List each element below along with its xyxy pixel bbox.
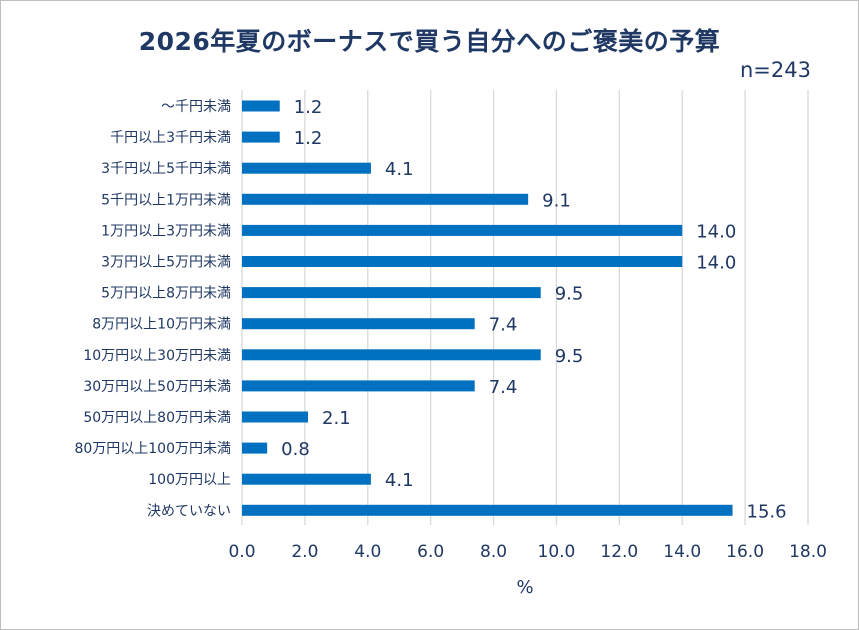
value-label: 9.5: [555, 346, 584, 367]
value-label: 9.5: [555, 284, 584, 305]
x-tick-label: 8.0: [480, 542, 507, 562]
x-tick-label: 14.0: [663, 542, 701, 562]
value-label: 1.2: [294, 97, 323, 118]
x-tick-label: 4.0: [354, 542, 381, 562]
x-tick-label: 0.0: [228, 542, 255, 562]
value-label: 4.1: [385, 470, 414, 491]
category-label: 5千円以上1万円未満: [101, 192, 231, 208]
bar: [242, 256, 683, 267]
x-tick-label: 18.0: [789, 542, 827, 562]
value-label: 15.6: [747, 501, 787, 522]
x-tick-label: 6.0: [417, 542, 444, 562]
category-label: ～千円未満: [161, 99, 231, 115]
bar: [242, 349, 541, 361]
x-tick-label: 2.0: [291, 542, 318, 562]
category-label: 80万円以上100万円未満: [74, 441, 231, 457]
bar: [242, 504, 733, 516]
value-label: 7.4: [489, 315, 518, 336]
value-labels: 1.2 1.2 4.1 9.1 14.0 14.0 9.5 7.4 9.5 7.4 2.1 0.8 4.…: [281, 97, 786, 522]
bar: [242, 162, 371, 174]
category-label: 10万円以上30万円未満: [83, 348, 231, 364]
category-label: 3万円以上5万円未満: [101, 255, 231, 271]
value-label: 4.1: [385, 159, 414, 180]
bar: [242, 318, 475, 330]
value-label: 9.1: [542, 190, 571, 211]
bar: [242, 411, 309, 423]
value-label: 2.1: [322, 408, 351, 429]
grid-lines: [241, 90, 809, 525]
bar: [242, 193, 529, 205]
x-axis-title: %: [516, 577, 533, 598]
bar: [242, 131, 280, 143]
bar: [242, 380, 475, 392]
x-tick-label: 10.0: [538, 542, 576, 562]
category-label: 千円以上3千円未満: [110, 130, 231, 146]
bars: [242, 100, 733, 516]
bar: [242, 442, 268, 454]
category-label: 5万円以上8万円未満: [101, 286, 231, 302]
x-tick-label: 12.0: [600, 542, 638, 562]
chart-title: 2026年夏のボーナスで買う自分へのご褒美の予算: [138, 27, 721, 56]
bar: [242, 100, 280, 112]
value-label: 0.8: [281, 439, 310, 460]
sample-size-note: n=243: [740, 58, 811, 82]
value-label: 14.0: [696, 221, 736, 242]
category-label: 100万円以上: [148, 472, 231, 488]
category-label: 8万円以上10万円未満: [92, 317, 231, 333]
value-label: 1.2: [294, 128, 323, 149]
bar: [242, 224, 683, 236]
value-label: 7.4: [489, 377, 518, 398]
category-label: 1万円以上3万円未満: [101, 223, 231, 239]
x-tick-labels: 0.0 2.0 4.0 6.0 8.0 10.0 12.0 14.0 16.0 18.0: [228, 542, 826, 562]
category-label: 3千円以上5千円未満: [101, 161, 231, 177]
x-tick-label: 16.0: [726, 542, 764, 562]
category-label: 30万円以上50万円未満: [83, 379, 231, 395]
bar: [242, 473, 371, 485]
bar: [242, 287, 541, 299]
category-label: 決めていない: [147, 503, 231, 519]
value-label: 14.0: [696, 253, 736, 274]
category-label: 50万円以上80万円未満: [83, 410, 231, 426]
